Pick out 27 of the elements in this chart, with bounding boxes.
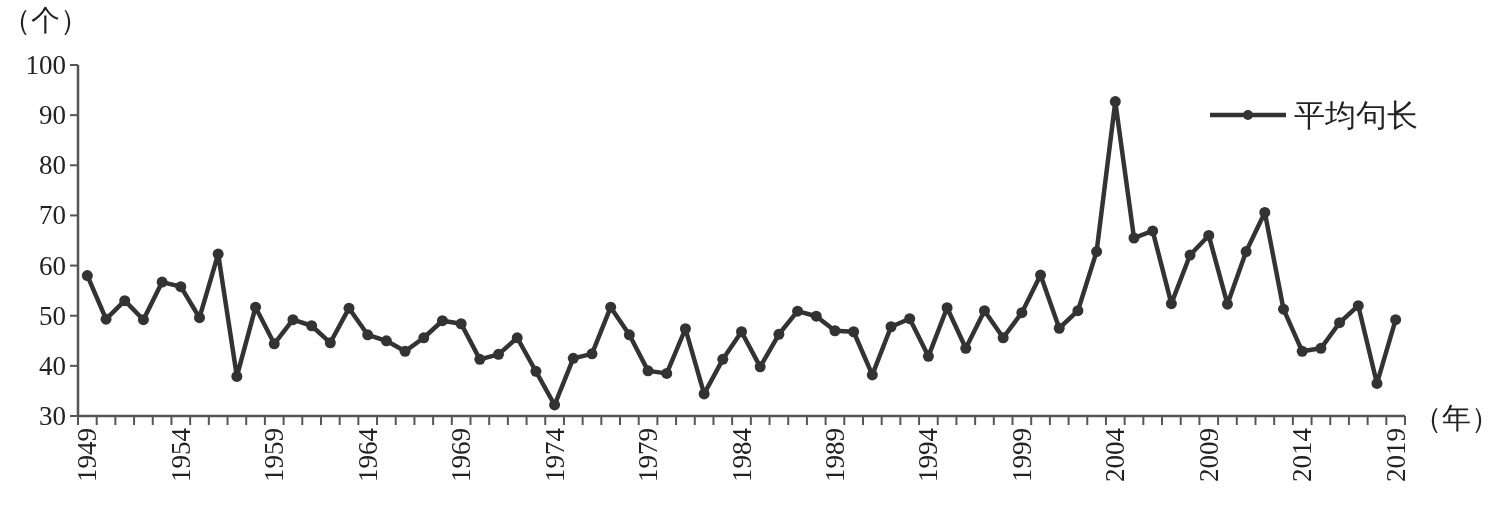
legend-label: 平均句长 — [1294, 98, 1418, 133]
y-tick-label: 70 — [39, 200, 66, 231]
x-tick-label: 2019 — [1380, 428, 1411, 482]
y-tick-label: 80 — [39, 150, 66, 181]
y-tick-label: 100 — [25, 50, 66, 80]
y-tick-label: 40 — [39, 350, 66, 381]
x-axis-title: （年） — [1413, 402, 1500, 434]
x-tick-label: 2004 — [1100, 427, 1131, 482]
x-tick-label: 1994 — [913, 427, 944, 482]
y-tick-label: 60 — [39, 250, 66, 281]
x-tick-label: 1984 — [726, 427, 757, 482]
y-tick-label: 50 — [39, 300, 66, 331]
x-tick-label: 1999 — [1006, 428, 1037, 482]
x-tick-label: 1959 — [259, 428, 290, 482]
x-tick-label: 1964 — [352, 427, 383, 482]
y-tick-label: 30 — [39, 401, 66, 431]
x-tick-label: 2009 — [1193, 428, 1224, 482]
x-tick-label: 1954 — [165, 427, 196, 482]
x-tick-label: 1989 — [819, 428, 850, 482]
x-tick-label: 1969 — [446, 428, 477, 482]
legend: 平均句长 — [1210, 98, 1418, 133]
x-tick-label: 2014 — [1287, 427, 1318, 482]
y-axis-title: （个） — [2, 4, 89, 36]
x-tick-label: 1979 — [633, 428, 664, 482]
x-tick-label: 1949 — [72, 428, 103, 482]
y-tick-label: 90 — [39, 100, 66, 131]
x-tick-label: 1974 — [539, 427, 570, 482]
